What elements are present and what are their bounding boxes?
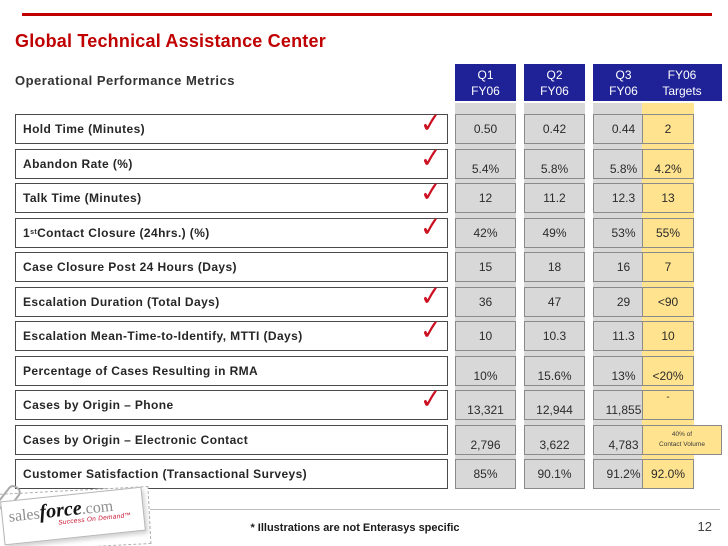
metric-value: 2,796 xyxy=(455,424,516,455)
metric-value: 15.6% xyxy=(524,355,585,386)
metric-value: 0.42 xyxy=(524,114,585,144)
metric-value: 42% xyxy=(455,217,516,248)
metric-value: 10.3 xyxy=(524,321,585,351)
metric-value: 47 xyxy=(524,286,585,317)
metric-value: 5.8% xyxy=(524,148,585,179)
metric-value: 12,944 xyxy=(524,390,585,420)
column-header-line2: FY06 xyxy=(609,84,638,98)
metric-label: Abandon Rate (%) xyxy=(15,148,448,179)
top-accent-rule xyxy=(22,13,712,16)
metric-row: Customer Satisfaction (Transactional Sur… xyxy=(15,459,725,489)
metric-value: 12 xyxy=(455,183,516,213)
table-title: Operational Performance Metrics xyxy=(15,73,235,88)
metric-label: Percentage of Cases Resulting in RMA xyxy=(15,355,448,386)
column-header-q1: Q1 FY06 xyxy=(455,64,516,101)
metric-value: 49% xyxy=(524,217,585,248)
metric-value: 4.2% xyxy=(642,148,694,179)
column-header-line2: FY06 xyxy=(540,84,569,98)
metrics-table: Hold Time (Minutes) ✓ 0.50 0.42 0.44 2 Abandon… xyxy=(15,107,725,494)
metric-value: 15 xyxy=(455,252,516,282)
column-header-line1: Q1 xyxy=(477,68,494,82)
metric-row: Escalation Mean-Time-to-Identify, MTTI (… xyxy=(15,314,725,351)
column-header-line1: Q2 xyxy=(546,68,563,82)
metric-label: Escalation Duration (Total Days) xyxy=(15,286,448,317)
metric-value: 13,321 xyxy=(455,390,516,420)
metric-row: Case Closure Post 24 Hours (Days) 15 18 16 7 xyxy=(15,252,725,282)
metric-row: Hold Time (Minutes) ✓ 0.50 0.42 0.44 2 xyxy=(15,107,725,144)
metric-row: Cases by Origin – Phone ✓ 13,321 12,944 11,8… xyxy=(15,383,725,420)
metric-value: 7 xyxy=(642,252,694,282)
column-header-targets: FY06 Targets xyxy=(642,64,722,101)
metric-label: Cases by Origin – Phone xyxy=(15,390,448,420)
page-number: 12 xyxy=(697,519,712,534)
column-header-line1: Q3 xyxy=(615,68,632,82)
column-header-line1: FY06 xyxy=(667,68,697,82)
salesforce-logo: salesforce.com Success On Demand™ xyxy=(0,482,166,546)
metric-row: Cases by Origin – Electronic Contact 2,79… xyxy=(15,424,725,455)
metric-label: Cases by Origin – Electronic Contact xyxy=(15,424,448,455)
metric-value: 18 xyxy=(524,252,585,282)
metric-value: 3,622 xyxy=(524,424,585,455)
footer-rule xyxy=(150,509,720,510)
metric-value: 10 xyxy=(642,321,694,351)
slide-title: Global Technical Assistance Center xyxy=(15,31,326,51)
metric-value: 92.0% xyxy=(642,459,694,489)
metric-value: 10 xyxy=(455,321,516,351)
logo-word-sales: sales xyxy=(7,505,41,526)
metric-row: Abandon Rate (%) ✓ 5.4% 5.8% 5.8% 4.2% xyxy=(15,142,725,179)
metric-value: 2 xyxy=(642,114,694,144)
metric-value: 0.50 xyxy=(455,114,516,144)
column-header-q2: Q2 FY06 xyxy=(524,64,585,101)
metric-value: 55% xyxy=(642,217,694,248)
metric-value: 13 xyxy=(642,183,694,213)
metric-value: 85% xyxy=(455,459,516,489)
metric-row: Talk Time (Minutes) ✓ 12 11.2 12.3 13 xyxy=(15,176,725,213)
metric-label: Customer Satisfaction (Transactional Sur… xyxy=(15,459,448,489)
metric-label: Talk Time (Minutes) xyxy=(15,183,448,213)
metric-value: 36 xyxy=(455,286,516,317)
metric-label: Hold Time (Minutes) xyxy=(15,114,448,144)
metric-value: <20% xyxy=(642,355,694,386)
column-header-line2: FY06 xyxy=(471,84,500,98)
metric-row: Percentage of Cases Resulting in RMA 10% 1… xyxy=(15,355,725,386)
metric-label: Case Closure Post 24 Hours (Days) xyxy=(15,252,448,282)
metric-value: 5.4% xyxy=(455,148,516,179)
metric-value: 90.1% xyxy=(524,459,585,489)
metric-value: 10% xyxy=(455,355,516,386)
metric-label: Escalation Mean-Time-to-Identify, MTTI (… xyxy=(15,321,448,351)
column-header-line2: Targets xyxy=(662,84,702,98)
metric-value: 11.2 xyxy=(524,183,585,213)
metric-value: <90 xyxy=(642,286,694,317)
metric-value: 40% of Contact Volume xyxy=(642,424,722,455)
footer-disclaimer: * Illustrations are not Enterasys specif… xyxy=(250,522,460,534)
metric-row: Escalation Duration (Total Days) ✓ 36 47 29 <… xyxy=(15,280,725,317)
metric-value: - xyxy=(642,390,694,420)
